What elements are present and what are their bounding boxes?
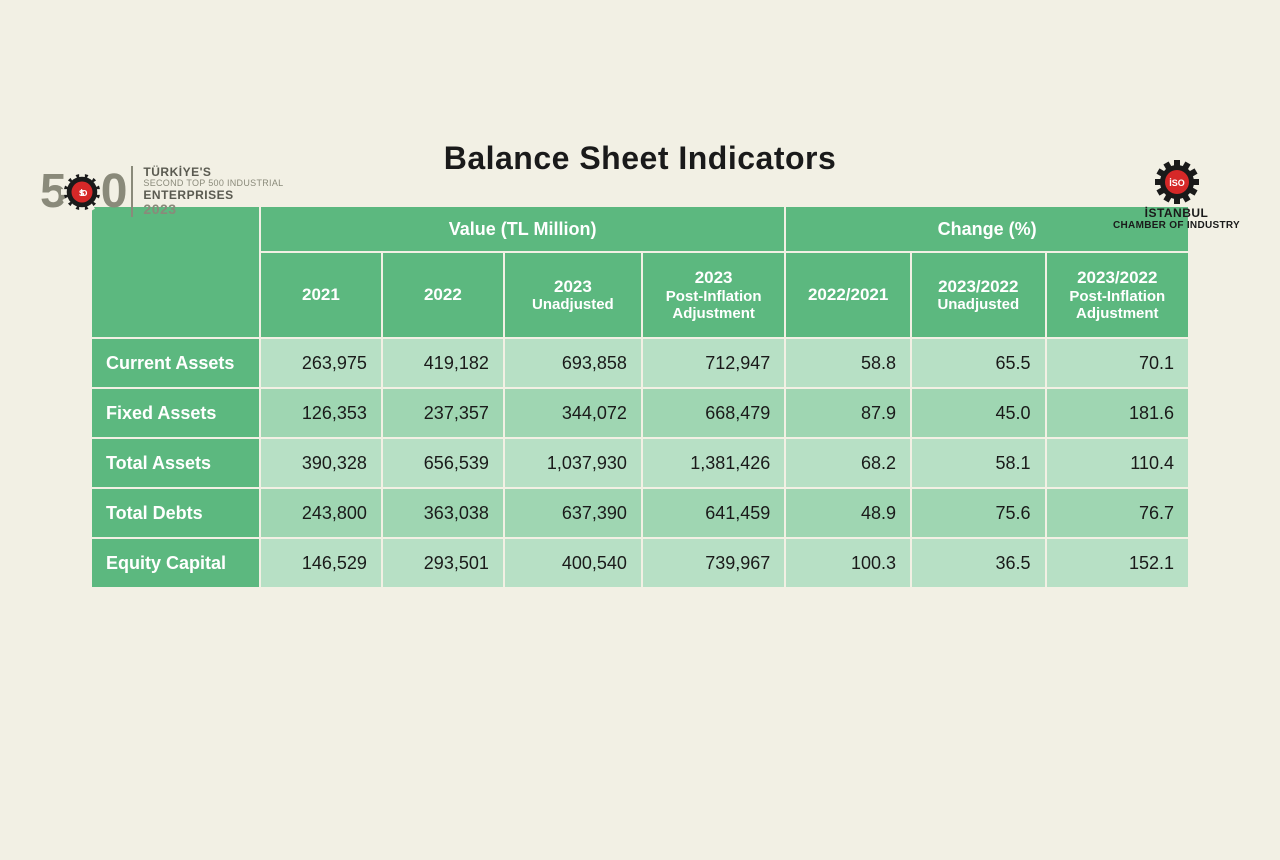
value-cell: 1,381,426 <box>643 439 784 487</box>
value-cell: 293,501 <box>383 539 503 587</box>
logo-line3: ENTERPRISES <box>143 189 283 202</box>
change-cell: 36.5 <box>912 539 1045 587</box>
col-change-2023-2022-postinf: 2023/2022 Post-Inflation Adjustment <box>1047 253 1188 337</box>
table-row: Current Assets263,975419,182693,858712,9… <box>92 339 1188 387</box>
change-cell: 100.3 <box>786 539 910 587</box>
balance-sheet-table: Value (TL Million) Change (%) 2021 2022 … <box>90 205 1190 589</box>
logo-left: 5 İSO <box>40 164 283 219</box>
logo-500-prefix: 5 <box>40 164 63 219</box>
value-cell: 1,037,930 <box>505 439 641 487</box>
value-cell: 237,357 <box>383 389 503 437</box>
change-cell: 152.1 <box>1047 539 1188 587</box>
change-cell: 68.2 <box>786 439 910 487</box>
value-cell: 390,328 <box>261 439 381 487</box>
org-name-line2: CHAMBER OF INDUSTRY <box>1113 220 1240 231</box>
col-2022: 2022 <box>383 253 503 337</box>
table-row: Total Debts243,800363,038637,390641,4594… <box>92 489 1188 537</box>
svg-text:İSO: İSO <box>1169 178 1185 188</box>
row-label: Total Debts <box>92 489 259 537</box>
row-label: Current Assets <box>92 339 259 387</box>
change-cell: 76.7 <box>1047 489 1188 537</box>
value-cell: 344,072 <box>505 389 641 437</box>
value-cell: 363,038 <box>383 489 503 537</box>
value-cell: 419,182 <box>383 339 503 387</box>
org-name-line1: İSTANBUL <box>1113 206 1240 220</box>
change-cell: 58.8 <box>786 339 910 387</box>
change-cell: 75.6 <box>912 489 1045 537</box>
change-cell: 70.1 <box>1047 339 1188 387</box>
gear-icon: İSO <box>1155 160 1199 204</box>
change-cell: 65.5 <box>912 339 1045 387</box>
col-change-2022-2021: 2022/2021 <box>786 253 910 337</box>
value-cell: 693,858 <box>505 339 641 387</box>
value-cell: 126,353 <box>261 389 381 437</box>
value-cell: 656,539 <box>383 439 503 487</box>
table-row: Total Assets390,328656,5391,037,9301,381… <box>92 439 1188 487</box>
value-cell: 243,800 <box>261 489 381 537</box>
change-cell: 45.0 <box>912 389 1045 437</box>
value-cell: 668,479 <box>643 389 784 437</box>
table-row: Fixed Assets126,353237,357344,072668,479… <box>92 389 1188 437</box>
logo-line1: TÜRKİYE'S <box>143 166 283 179</box>
gear-icon: İSO <box>61 171 103 213</box>
header-group-value: Value (TL Million) <box>261 207 784 251</box>
change-cell: 58.1 <box>912 439 1045 487</box>
change-cell: 48.9 <box>786 489 910 537</box>
change-cell: 181.6 <box>1047 389 1188 437</box>
row-label: Equity Capital <box>92 539 259 587</box>
value-cell: 146,529 <box>261 539 381 587</box>
logo-500-mark: 5 İSO <box>40 164 123 219</box>
value-cell: 641,459 <box>643 489 784 537</box>
col-change-2023-2022-unadj: 2023/2022 Unadjusted <box>912 253 1045 337</box>
logo-left-text: TÜRKİYE'S SECOND TOP 500 INDUSTRIAL ENTE… <box>131 166 283 218</box>
logo-500-suffix: 0 <box>101 164 124 219</box>
logo-line4: 2023 <box>143 202 283 217</box>
row-label: Total Assets <box>92 439 259 487</box>
value-cell: 739,967 <box>643 539 784 587</box>
col-2023-postinflation: 2023 Post-Inflation Adjustment <box>643 253 784 337</box>
value-cell: 400,540 <box>505 539 641 587</box>
table-row: Equity Capital146,529293,501400,540739,9… <box>92 539 1188 587</box>
value-cell: 263,975 <box>261 339 381 387</box>
col-2023-unadjusted: 2023 Unadjusted <box>505 253 641 337</box>
header-blank <box>92 207 259 337</box>
logo-right: İSO İSTANBUL CHAMBER OF INDUSTRY <box>1113 160 1240 231</box>
value-cell: 712,947 <box>643 339 784 387</box>
row-label: Fixed Assets <box>92 389 259 437</box>
col-2021: 2021 <box>261 253 381 337</box>
value-cell: 637,390 <box>505 489 641 537</box>
change-cell: 110.4 <box>1047 439 1188 487</box>
change-cell: 87.9 <box>786 389 910 437</box>
